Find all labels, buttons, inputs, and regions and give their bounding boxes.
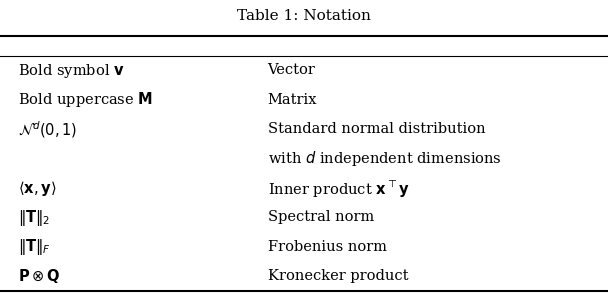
Text: Kronecker product: Kronecker product: [268, 269, 408, 283]
Text: Standard normal distribution: Standard normal distribution: [268, 122, 485, 136]
Text: $\|\mathbf{T}\|_F$: $\|\mathbf{T}\|_F$: [18, 237, 51, 257]
Text: $\mathcal{N}^d(0, 1)$: $\mathcal{N}^d(0, 1)$: [18, 119, 78, 140]
Text: Matrix: Matrix: [268, 93, 317, 107]
Text: Bold symbol $\mathbf{v}$: Bold symbol $\mathbf{v}$: [18, 61, 125, 80]
Text: with $d$ independent dimensions: with $d$ independent dimensions: [268, 149, 502, 168]
Text: Table 1: Notation: Table 1: Notation: [237, 9, 371, 23]
Text: Inner product $\mathbf{x}^\top \mathbf{y}$: Inner product $\mathbf{x}^\top \mathbf{y…: [268, 178, 409, 199]
Text: Bold uppercase $\mathbf{M}$: Bold uppercase $\mathbf{M}$: [18, 90, 153, 110]
Text: Vector: Vector: [268, 64, 316, 77]
Text: Frobenius norm: Frobenius norm: [268, 240, 387, 254]
Text: $\langle \mathbf{x}, \mathbf{y}\rangle$: $\langle \mathbf{x}, \mathbf{y}\rangle$: [18, 178, 57, 198]
Text: $\|\mathbf{T}\|_2$: $\|\mathbf{T}\|_2$: [18, 208, 50, 227]
Text: $\mathbf{P} \otimes \mathbf{Q}$: $\mathbf{P} \otimes \mathbf{Q}$: [18, 267, 61, 285]
Text: Spectral norm: Spectral norm: [268, 211, 374, 224]
